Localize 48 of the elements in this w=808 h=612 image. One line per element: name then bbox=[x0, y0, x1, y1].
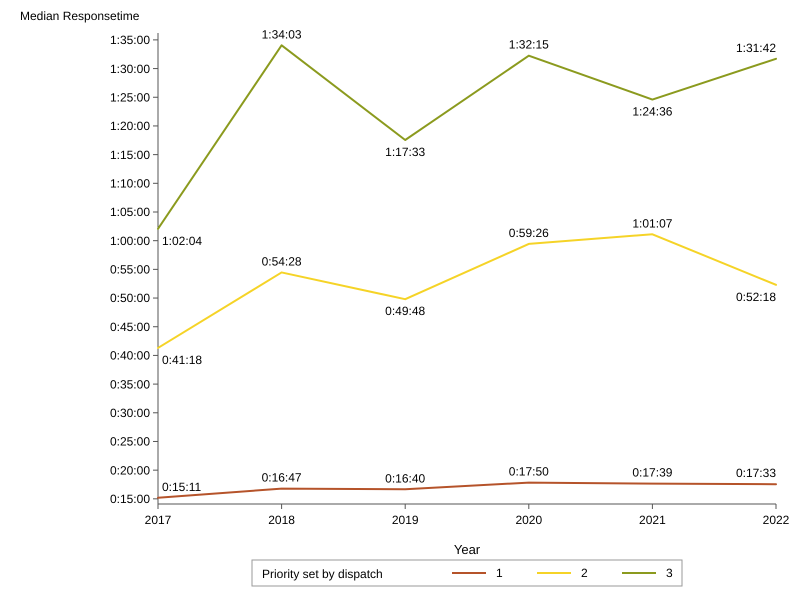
y-tick-label: 1:05:00 bbox=[110, 205, 150, 220]
data-label: 0:49:48 bbox=[385, 304, 426, 318]
data-label: 1:02:04 bbox=[162, 234, 202, 248]
x-tick-label: 2019 bbox=[392, 513, 419, 527]
data-label: 1:31:42 bbox=[736, 40, 776, 55]
y-axis-title: Median Responsetime bbox=[20, 9, 140, 23]
data-label: 1:24:36 bbox=[632, 104, 673, 119]
y-tick-label: 1:35:00 bbox=[110, 33, 150, 48]
data-label: 1:32:15 bbox=[508, 38, 550, 52]
x-tick-label: 2021 bbox=[639, 513, 666, 527]
data-label: 0:15:11 bbox=[162, 480, 202, 494]
y-tick-label: 0:30:00 bbox=[110, 406, 150, 420]
x-tick-label: 2022 bbox=[762, 513, 790, 527]
y-tick-label: 0:40:00 bbox=[110, 348, 150, 363]
y-tick-label: 1:25:00 bbox=[110, 90, 150, 104]
x-tick-label: 2020 bbox=[515, 513, 542, 527]
data-label: 1:17:33 bbox=[385, 144, 426, 159]
y-tick-label: 0:50:00 bbox=[110, 291, 150, 306]
y-tick-label: 1:20:00 bbox=[110, 119, 150, 134]
data-label: 1:01:07 bbox=[632, 216, 673, 230]
data-label: 0:17:50 bbox=[508, 464, 550, 479]
x-tick-label: 2017 bbox=[144, 513, 172, 527]
line-series bbox=[157, 482, 777, 499]
data-label: 0:16:40 bbox=[385, 471, 426, 486]
data-label: 0:41:18 bbox=[162, 352, 202, 367]
y-tick-label: 0:20:00 bbox=[110, 463, 150, 478]
data-label: 0:54:28 bbox=[262, 254, 302, 268]
y-tick-label: 1:10:00 bbox=[110, 176, 150, 191]
y-tick-label: 1:15:00 bbox=[110, 148, 150, 162]
y-tick-label: 0:25:00 bbox=[110, 434, 150, 449]
data-label: 1:34:03 bbox=[262, 27, 302, 42]
x-axis-title: Year bbox=[454, 542, 481, 557]
data-label: 0:52:18 bbox=[736, 290, 776, 304]
x-tick-label: 2018 bbox=[268, 513, 296, 527]
data-label: 0:17:33 bbox=[736, 466, 776, 480]
y-tick-label: 1:30:00 bbox=[110, 62, 150, 76]
y-tick-label: 0:15:00 bbox=[110, 492, 150, 506]
data-label: 0:17:39 bbox=[632, 466, 673, 480]
legend-title: Priority set by dispatch bbox=[262, 567, 383, 581]
y-tick-label: 0:35:00 bbox=[110, 377, 150, 392]
legend-label: 1 bbox=[496, 566, 503, 580]
legend-label: 2 bbox=[581, 566, 588, 580]
data-label: 0:59:26 bbox=[508, 226, 550, 240]
y-tick-label: 0:45:00 bbox=[110, 320, 150, 334]
y-tick-label: 0:55:00 bbox=[110, 262, 150, 277]
y-tick-label: 1:00:00 bbox=[110, 234, 150, 248]
data-label: 0:16:47 bbox=[262, 470, 302, 485]
legend-label: 3 bbox=[666, 566, 673, 580]
